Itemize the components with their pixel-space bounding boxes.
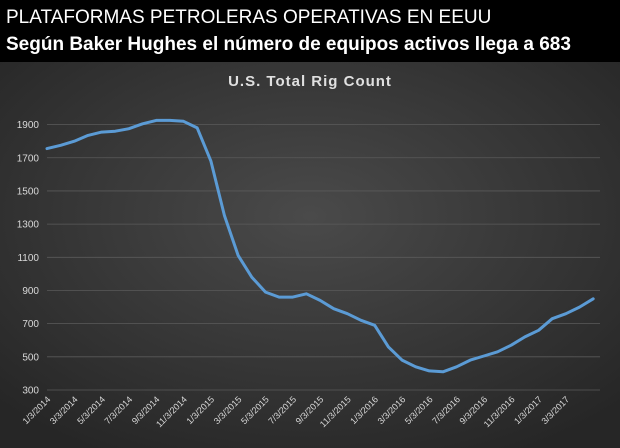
header-title: PLATAFORMAS PETROLERAS OPERATIVAS EN EEU…: [6, 7, 492, 28]
header-subtitle: Según Baker Hughes el número de equipos …: [6, 34, 571, 55]
y-tick-label: 1500: [17, 186, 40, 197]
y-tick-label: 700: [22, 319, 39, 330]
chart-background: [0, 62, 620, 448]
chart-title: U.S. Total Rig Count: [228, 73, 392, 90]
y-tick-label: 1700: [17, 153, 40, 164]
header: PLATAFORMAS PETROLERAS OPERATIVAS EN EEU…: [0, 0, 620, 62]
data-line: [45, 118, 595, 374]
y-tick-label: 500: [22, 352, 39, 363]
y-tick-label: 1100: [17, 253, 39, 264]
y-tick-label: 300: [22, 386, 39, 397]
y-tick-label: 1900: [17, 120, 40, 131]
chart: U.S. Total Rig Count 300 500 700 900 1100 130…: [0, 62, 620, 448]
y-tick-label: 1300: [17, 220, 40, 231]
y-tick-label: 900: [22, 286, 39, 297]
